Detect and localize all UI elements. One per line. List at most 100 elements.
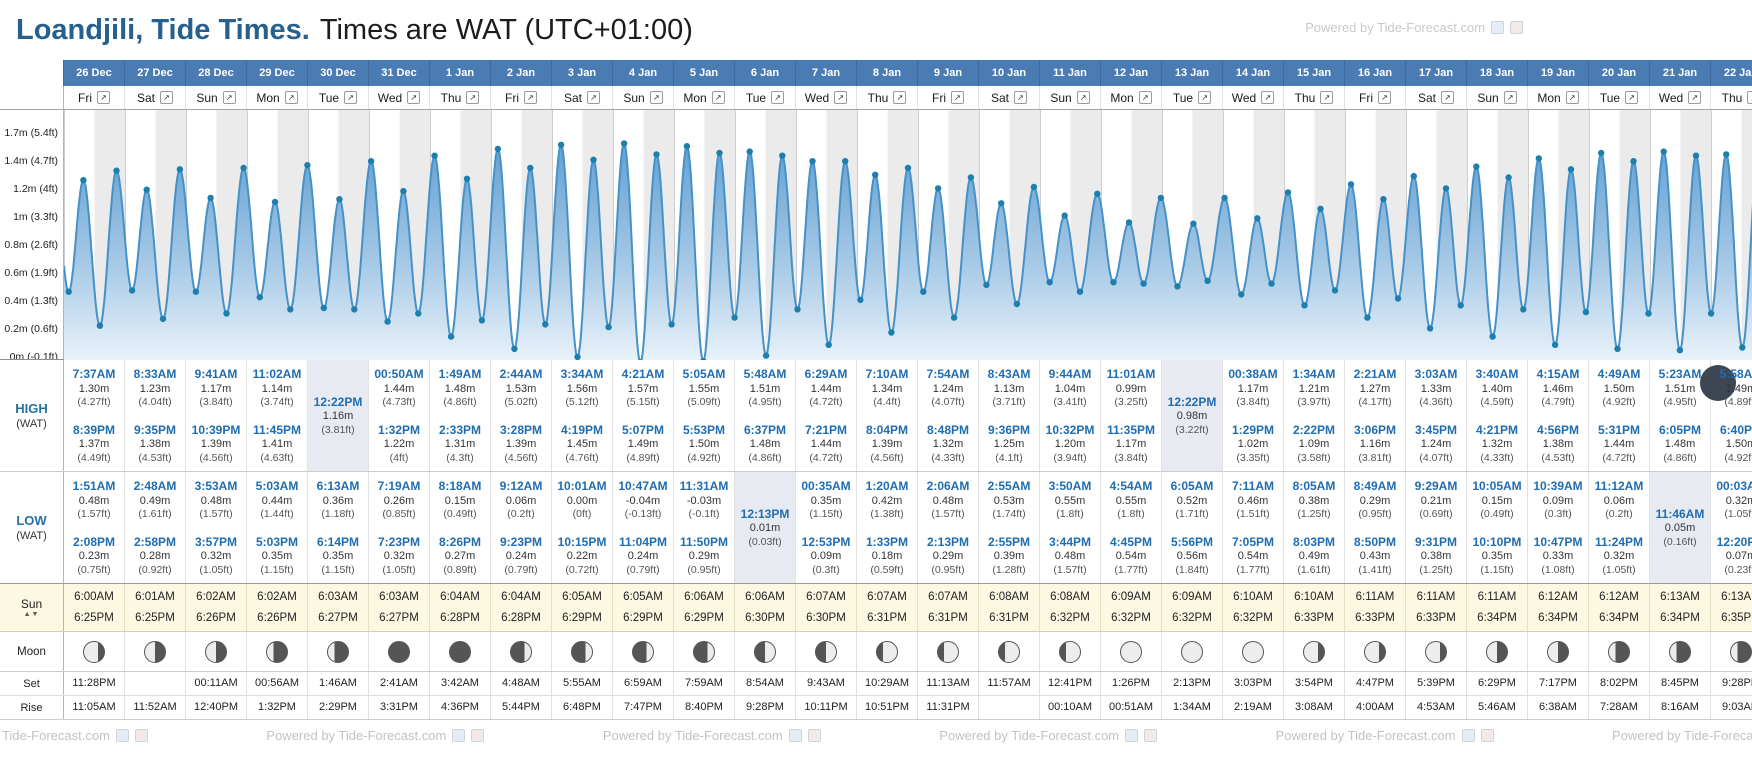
expand-day-icon[interactable]: ↗: [344, 91, 358, 104]
expand-day-icon[interactable]: ↗: [1747, 91, 1752, 104]
day-label: Thu: [440, 90, 462, 105]
expand-day-icon[interactable]: ↗: [1378, 91, 1391, 104]
high-tide-time: 5:53PM: [682, 422, 726, 437]
low-tide-entry: 12:20PM0.07m(0.23ft): [1711, 535, 1752, 577]
high-tide-height-m: 1.32m: [932, 438, 964, 451]
day-link[interactable]: Mon ↗: [1528, 86, 1589, 109]
moonrise-time: 4:36PM: [430, 696, 491, 719]
scroll-indicator-button[interactable]: [1700, 365, 1736, 401]
powered-by-watermark: Powered by Tide-Forecast.com: [266, 728, 485, 743]
day-link[interactable]: Sun ↗: [186, 86, 247, 109]
day-link[interactable]: Wed ↗: [1223, 86, 1284, 109]
day-link[interactable]: Tue ↗: [308, 86, 369, 109]
moon-phase-cell: [125, 632, 186, 671]
high-tide-entry: 9:41AM 1.17m (3.84ft): [186, 367, 246, 409]
day-link[interactable]: Fri ↗: [918, 86, 979, 109]
low-tide-cell: 3:53AM 0.48m (1.57ft) 3:57PM 0.32m (1.05ft): [186, 472, 247, 583]
moonrise-time: 3:31PM: [369, 696, 430, 719]
day-link[interactable]: Thu ↗: [857, 86, 918, 109]
expand-day-icon[interactable]: ↗: [1198, 91, 1212, 104]
day-link[interactable]: Sun ↗: [613, 86, 674, 109]
expand-day-icon[interactable]: ↗: [160, 91, 173, 104]
sunset-time: 6:28PM: [501, 612, 541, 624]
expand-day-icon[interactable]: ↗: [587, 91, 600, 104]
sunset-time: 6:25PM: [135, 612, 175, 624]
moonset-time: 1:46AM: [308, 672, 369, 695]
high-tide-height-m: 1.50m: [688, 438, 720, 451]
day-link[interactable]: Fri ↗: [64, 86, 125, 109]
low-tide-entry: 7:05PM 0.54m (1.77ft): [1223, 535, 1283, 577]
sunrise-time: 6:06AM: [684, 591, 724, 603]
high-tide-height-m: 1.40m: [1481, 382, 1513, 395]
date-header: 31 Dec: [369, 60, 430, 86]
day-link[interactable]: Mon ↗: [1101, 86, 1162, 109]
day-link[interactable]: Sat ↗: [552, 86, 613, 109]
day-link[interactable]: Wed ↗: [796, 86, 857, 109]
expand-day-icon[interactable]: ↗: [771, 91, 785, 104]
expand-day-icon[interactable]: ↗: [466, 91, 480, 104]
expand-day-icon[interactable]: ↗: [834, 91, 848, 104]
high-tide-entry: 00:50AM 1.44m (4.73ft): [369, 367, 429, 409]
high-tide-height-ft: (3.84ft): [199, 396, 233, 409]
high-tide-time: 3:40AM: [1475, 367, 1519, 381]
expand-day-icon[interactable]: ↗: [951, 91, 964, 104]
low-tide-entry: 1:33PM 0.18m (0.59ft): [857, 535, 917, 577]
expand-day-icon[interactable]: ↗: [649, 91, 663, 104]
sunrise-time: 6:11AM: [1416, 591, 1456, 603]
high-tide-height-ft: (4.3ft): [446, 451, 474, 464]
expand-day-icon[interactable]: ↗: [1503, 91, 1517, 104]
expand-day-icon[interactable]: ↗: [1014, 91, 1027, 104]
high-tide-height-ft: (4.33ft): [1480, 451, 1514, 464]
expand-day-icon[interactable]: ↗: [1688, 91, 1702, 104]
low-tide-time: 2:13PM: [926, 534, 970, 549]
day-link[interactable]: Wed ↗: [369, 86, 430, 109]
expand-day-icon[interactable]: ↗: [1441, 91, 1454, 104]
day-link[interactable]: Sat ↗: [979, 86, 1040, 109]
moon-phase-icon: [876, 640, 898, 663]
moon-phase-icon: [144, 640, 166, 663]
expand-day-icon[interactable]: ↗: [1261, 91, 1275, 104]
expand-day-icon[interactable]: ↗: [222, 91, 236, 104]
expand-day-icon[interactable]: ↗: [407, 91, 421, 104]
day-link[interactable]: Thu ↗: [1711, 86, 1752, 109]
day-link[interactable]: Sun ↗: [1467, 86, 1528, 109]
low-tide-time: 5:03AM: [255, 479, 299, 493]
day-link[interactable]: Thu ↗: [430, 86, 491, 109]
high-tide-time: 10:39PM: [191, 422, 241, 437]
sun-times-cell: 6:02AM 6:26PM: [186, 584, 247, 631]
day-label: Mon: [683, 90, 707, 105]
day-link[interactable]: Sat ↗: [1406, 86, 1467, 109]
day-link[interactable]: Fri ↗: [1345, 86, 1406, 109]
day-link[interactable]: Tue ↗: [735, 86, 796, 109]
day-link[interactable]: Fri ↗: [491, 86, 552, 109]
expand-day-icon[interactable]: ↗: [1320, 91, 1334, 104]
day-link[interactable]: Sun ↗: [1040, 86, 1101, 109]
moon-phase-cell: [796, 632, 857, 671]
expand-day-icon[interactable]: ↗: [284, 91, 298, 104]
expand-day-icon[interactable]: ↗: [893, 91, 907, 104]
expand-day-icon[interactable]: ↗: [1138, 91, 1152, 104]
day-link[interactable]: Tue ↗: [1589, 86, 1650, 109]
expand-day-icon[interactable]: ↗: [1565, 91, 1579, 104]
high-tide-height-m: 1.21m: [1298, 382, 1330, 395]
expand-day-icon[interactable]: ↗: [1076, 91, 1090, 104]
expand-day-icon[interactable]: ↗: [524, 91, 537, 104]
day-link[interactable]: Wed ↗: [1650, 86, 1711, 109]
high-tide-entry: 3:45PM 1.24m (4.07ft): [1406, 423, 1466, 465]
day-link[interactable]: Sat ↗: [125, 86, 186, 109]
sunset-time: 6:31PM: [928, 612, 968, 624]
date-header-row: 26 Dec 27 Dec 28 Dec 29 Dec 30 Dec 31 Dec 1 Ja…: [0, 60, 1752, 86]
day-link[interactable]: Tue ↗: [1162, 86, 1223, 109]
expand-day-icon[interactable]: ↗: [97, 91, 110, 104]
high-tide-entry: 9:44AM 1.04m (3.41ft): [1040, 367, 1100, 409]
date-header: 6 Jan: [735, 60, 796, 86]
expand-day-icon[interactable]: ↗: [1625, 91, 1639, 104]
high-tide-height-m: 1.22m: [383, 438, 415, 451]
expand-day-icon[interactable]: ↗: [711, 91, 725, 104]
day-label: Fri: [78, 90, 92, 105]
low-tide-time: 5:56PM: [1170, 534, 1214, 549]
day-link[interactable]: Thu ↗: [1284, 86, 1345, 109]
high-tide-time: 11:35PM: [1106, 422, 1156, 437]
day-link[interactable]: Mon ↗: [247, 86, 308, 109]
day-link[interactable]: Mon ↗: [674, 86, 735, 109]
